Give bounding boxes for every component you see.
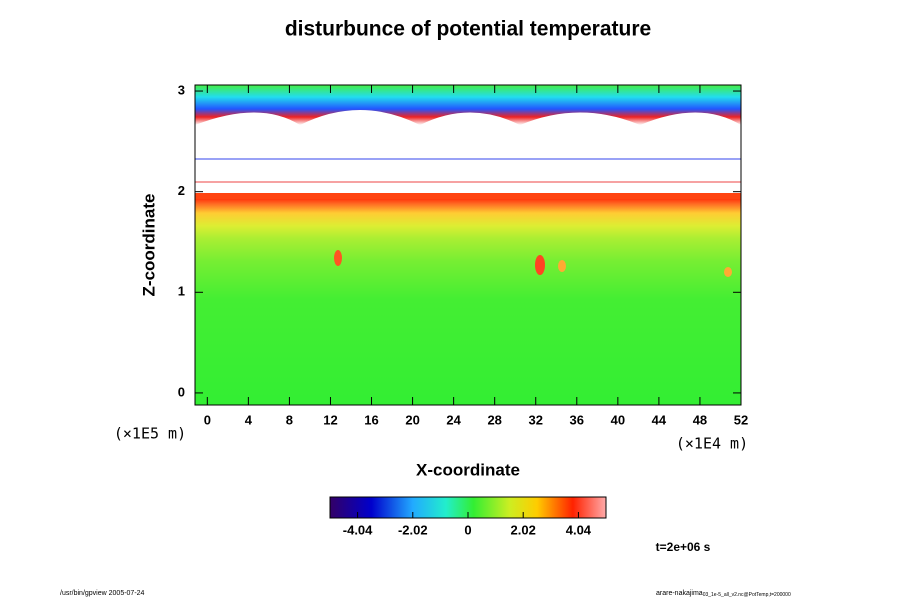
y-tick-label: 0 xyxy=(178,384,185,399)
plot-frame xyxy=(194,84,742,406)
colorbar-tick-label: -2.02 xyxy=(398,522,428,537)
x-tick-label: 44 xyxy=(652,412,667,427)
x-tick-label: 24 xyxy=(446,412,461,427)
x-unit: (×1E4 m) xyxy=(676,435,748,453)
x-tick-label: 40 xyxy=(611,412,625,427)
x-tick-label: 4 xyxy=(245,412,253,427)
y-unit: (×1E5 m) xyxy=(114,425,186,443)
field xyxy=(195,85,741,405)
x-tick-label: 0 xyxy=(204,412,211,427)
colorbar-tick-label: 4.04 xyxy=(566,522,592,537)
x-tick-label: 20 xyxy=(405,412,419,427)
y-tick-label: 3 xyxy=(178,82,185,97)
colorbar-tick-label: -4.04 xyxy=(343,522,373,537)
footer-right-sub: 03_1e-5_all_v2.nc@PotTemp,t=200000 xyxy=(703,592,791,598)
x-tick-label: 48 xyxy=(693,412,707,427)
footer-right-main: arare-nakajima xyxy=(656,590,703,597)
time-label: t=2e+06 s xyxy=(656,540,711,554)
x-tick-label: 12 xyxy=(323,412,337,427)
y-axis-label: Z-coordinate xyxy=(139,194,158,297)
x-tick-label: 16 xyxy=(364,412,378,427)
colorbar-tick-label: 0 xyxy=(464,522,471,537)
x-tick-label: 32 xyxy=(529,412,543,427)
chart-title: disturbunce of potential temperature xyxy=(285,18,651,41)
x-tick-label: 52 xyxy=(734,412,748,427)
footer-right: arare-nakajima03_1e-5_all_v2.nc@PotTemp,… xyxy=(656,590,791,598)
x-tick-label: 36 xyxy=(570,412,584,427)
x-tick-label: 8 xyxy=(286,412,293,427)
y-tick-label: 1 xyxy=(178,284,185,299)
footer-left: /usr/bin/gpview 2005-07-24 xyxy=(60,590,145,597)
x-tick-label: 28 xyxy=(487,412,501,427)
x-axis-label: X-coordinate xyxy=(416,460,520,479)
y-tick-label: 2 xyxy=(178,183,185,198)
colorbar-tick-label: 2.02 xyxy=(511,522,536,537)
